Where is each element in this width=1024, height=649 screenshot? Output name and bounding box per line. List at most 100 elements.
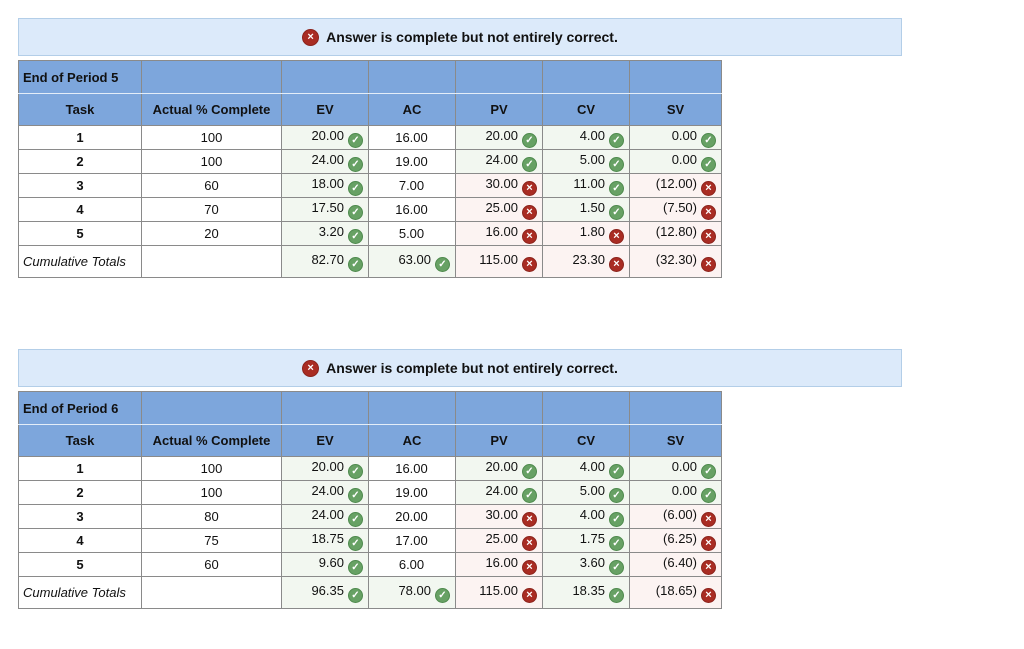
cell-value: 19.00 [395,154,428,169]
x-icon: × [609,228,624,244]
feedback-text: Answer is complete but not entirely corr… [326,360,618,376]
x-icon: × [701,256,716,272]
table-row: 3 80 24.00 ✓ 20.00 30.00 × 4.00 ✓ (6.00) × [18,504,722,529]
check-icon: ✓ [348,587,363,603]
value-cell: 0.00 ✓ [629,149,722,174]
cell-value: 0.00 [671,151,697,167]
column-header: CV [542,424,630,457]
column-header: PV [455,424,543,457]
cell-value: 24.00 [311,506,344,522]
cell-value: 20.00 [311,458,344,474]
period-6-block: × Answer is complete but not entirely co… [18,349,1024,609]
cell-value: (32.30) [655,251,697,267]
table-row: 4 70 17.50 ✓ 16.00 25.00 × 1.50 ✓ (7.50) × [18,197,722,222]
task-cell: 3 [18,504,142,529]
x-icon: × [522,535,537,551]
check-icon: ✓ [348,535,363,551]
page: × Answer is complete but not entirely co… [18,18,1024,609]
x-icon: × [522,587,537,603]
check-icon: ✓ [522,463,537,479]
cell-value: 0.00 [671,127,697,143]
check-icon: ✓ [609,535,624,551]
actual-pct-cell: 100 [141,149,282,174]
cell-value: 63.00 [398,251,431,267]
table-row: 5 60 9.60 ✓ 6.00 16.00 × 3.60 ✓ (6.40) × [18,552,722,577]
value-cell: 4.00 ✓ [542,125,630,150]
value-cell: 1.75 ✓ [542,528,630,553]
cell-value: 0.00 [671,482,697,498]
x-icon: × [701,180,716,196]
check-icon: ✓ [609,559,624,575]
caption-spacer [141,391,282,425]
table-row: 4 75 18.75 ✓ 17.00 25.00 × 1.75 ✓ (6.25) × [18,528,722,553]
column-header: SV [629,93,722,126]
x-icon: × [522,204,537,220]
table-row: 5 20 3.20 ✓ 5.00 16.00 × 1.80 × (12.80) × [18,221,722,246]
check-icon: ✓ [609,463,624,479]
period-6-table: End of Period 6 Task Actual % Complete EV AC… [18,391,722,609]
header-row: Task Actual % Complete EV AC PV CV SV [18,424,722,457]
cell-value: 24.00 [485,482,518,498]
task-cell: 1 [18,125,142,150]
task-cell: 2 [18,480,142,505]
column-header: EV [281,93,369,126]
value-cell: 1.80 × [542,221,630,246]
cell-value: 9.60 [318,554,344,570]
totals-row: Cumulative Totals 96.35 ✓ 78.00 ✓ 115.00 × 18.3… [18,576,722,609]
check-icon: ✓ [348,180,363,196]
cell-value: 20.00 [395,509,428,524]
value-cell: 5.00 [368,221,456,246]
cell-value: (6.00) [663,506,697,522]
value-cell: 16.00 [368,197,456,222]
x-icon: × [522,511,537,527]
table-row: 1 100 20.00 ✓ 16.00 20.00 ✓ 4.00 ✓ 0.00 ✓ [18,456,722,481]
cell-value: 5.00 [579,151,605,167]
cell-value: 4.00 [579,506,605,522]
cell-value: 24.00 [311,151,344,167]
column-header: SV [629,424,722,457]
value-cell: 24.00 ✓ [281,480,369,505]
value-cell: 20.00 ✓ [281,456,369,481]
table-row: 2 100 24.00 ✓ 19.00 24.00 ✓ 5.00 ✓ 0.00 ✓ [18,480,722,505]
column-header: Task [18,424,142,457]
cell-value: (7.50) [663,199,697,215]
cell-value: 24.00 [311,482,344,498]
cell-value: 11.00 [573,175,605,191]
check-icon: ✓ [609,511,624,527]
value-cell: 20.00 ✓ [455,456,543,481]
value-cell: (6.25) × [629,528,722,553]
caption-spacer [542,60,630,94]
caption-spacer [629,391,722,425]
value-cell: 20.00 [368,504,456,529]
cell-value: (6.25) [663,530,697,546]
feedback-banner: × Answer is complete but not entirely co… [18,18,902,56]
cell-value: 30.00 [485,175,518,191]
check-icon: ✓ [609,180,624,196]
value-cell: 3.60 ✓ [542,552,630,577]
caption-spacer [542,391,630,425]
cell-value: (18.65) [655,582,697,598]
task-cell: 4 [18,528,142,553]
value-cell: (12.00) × [629,173,722,198]
task-cell: 5 [18,552,142,577]
value-cell: 19.00 [368,149,456,174]
x-icon: × [701,228,716,244]
cell-value: 19.00 [395,485,428,500]
cell-value: 115.00 [479,251,518,267]
check-icon: ✓ [522,156,537,172]
x-icon: × [701,559,716,575]
value-cell: 16.00 × [455,221,543,246]
totals-spacer [141,576,282,609]
column-header: Actual % Complete [141,424,282,457]
value-cell: 6.00 [368,552,456,577]
cell-value: 30.00 [485,506,518,522]
task-cell: 1 [18,456,142,481]
column-header: Task [18,93,142,126]
totals-row: Cumulative Totals 82.70 ✓ 63.00 ✓ 115.00 × 23.3… [18,245,722,278]
value-cell: 30.00 × [455,173,543,198]
check-icon: ✓ [348,559,363,575]
value-cell: 16.00 [368,125,456,150]
cell-value: 0.00 [671,458,697,474]
value-cell: 30.00 × [455,504,543,529]
check-icon: ✓ [348,463,363,479]
